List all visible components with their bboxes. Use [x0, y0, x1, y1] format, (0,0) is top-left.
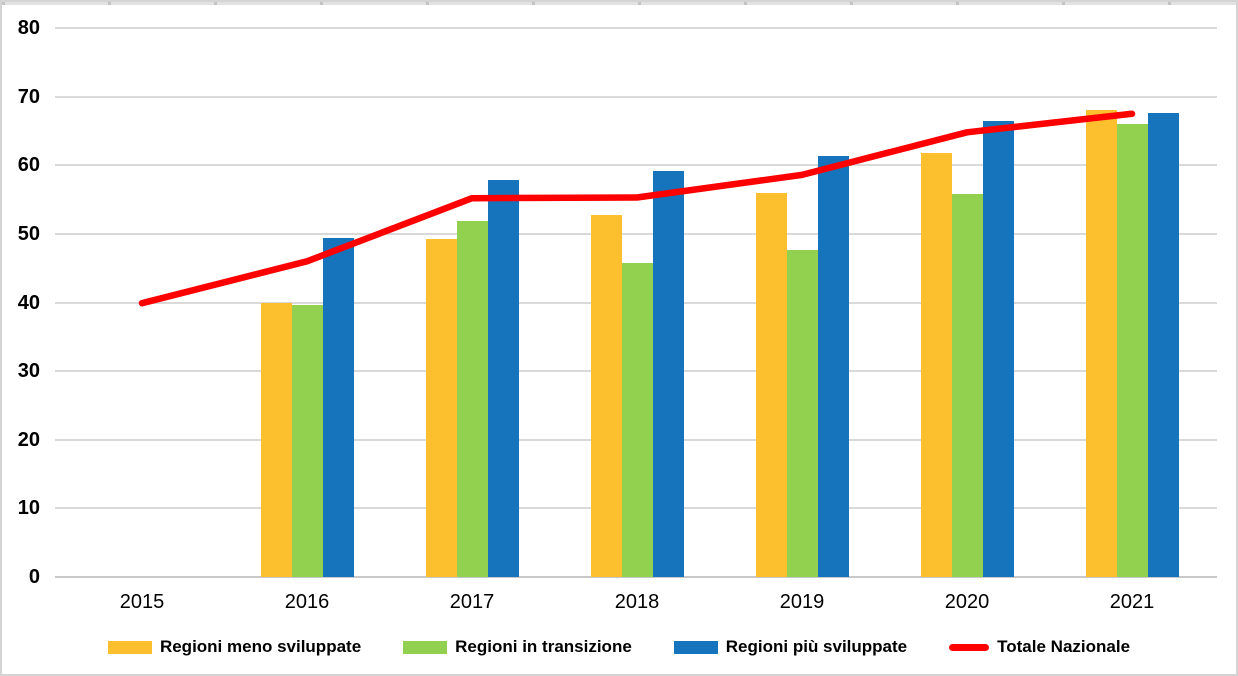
bar-regioni-piu-sviluppate-2017 — [487, 179, 519, 577]
bar-regioni-piu-sviluppate-2019 — [817, 155, 849, 577]
bar-regioni-in-transizione-2018 — [621, 262, 653, 577]
chart-legend: Regioni meno sviluppate Regioni in trans… — [2, 633, 1236, 661]
bar-regioni-piu-sviluppate-2020 — [982, 120, 1014, 577]
bar-regioni-piu-sviluppate-2016 — [322, 237, 354, 577]
legend-item-totale-nazionale: Totale Nazionale — [949, 637, 1130, 657]
y-axis-tick-label: 30 — [17, 360, 40, 383]
x-axis-category-label: 2020 — [944, 591, 990, 613]
legend-swatch-blue — [673, 640, 718, 654]
legend-item-regioni-meno-sviluppate: Regioni meno sviluppate — [107, 637, 362, 657]
y-axis-tick-label: 50 — [17, 222, 40, 245]
bar-regioni-meno-sviluppate-2017 — [425, 238, 457, 577]
x-axis-category-label: 2017 — [449, 591, 495, 613]
x-axis-category-label: 2019 — [779, 591, 825, 613]
y-axis-tick-label: 10 — [17, 497, 40, 520]
legend-item-regioni-in-transizione: Regioni in transizione — [403, 637, 632, 657]
bar-regioni-in-transizione-2021 — [1116, 124, 1148, 577]
bar-regioni-meno-sviluppate-2021 — [1085, 109, 1117, 577]
legend-item-regioni-piu-sviluppate: Regioni più sviluppate — [673, 637, 908, 657]
legend-label-regioni-piu-sviluppate: Regioni più sviluppate — [725, 637, 908, 656]
bar-regioni-in-transizione-2020 — [951, 194, 983, 577]
y-axis-tick-label: 80 — [17, 17, 40, 39]
x-axis-category-label: 2016 — [284, 591, 330, 613]
gridline — [55, 232, 1217, 235]
x-axis-category-label: 2015 — [119, 591, 165, 613]
bar-regioni-piu-sviluppate-2021 — [1147, 113, 1179, 577]
y-axis-tick-label: 40 — [17, 291, 40, 314]
bar-regioni-in-transizione-2017 — [456, 220, 488, 577]
legend-swatch-red-line — [949, 643, 990, 651]
legend-label-totale-nazionale: Totale Nazionale — [997, 637, 1131, 656]
y-axis-tick-label: 0 — [28, 566, 40, 588]
gridline — [55, 95, 1217, 98]
x-axis-line — [55, 576, 1217, 578]
bar-regioni-meno-sviluppate-2016 — [260, 302, 292, 577]
y-axis-tick-label: 70 — [17, 85, 40, 108]
top-edge-cell-ticks — [2, 2, 1236, 5]
gridline — [55, 164, 1217, 167]
legend-label-regioni-meno-sviluppate: Regioni meno sviluppate — [159, 637, 362, 656]
legend-label-regioni-in-transizione: Regioni in transizione — [455, 637, 632, 656]
bar-regioni-in-transizione-2019 — [786, 249, 818, 577]
y-axis-tick-label: 20 — [17, 428, 40, 451]
x-axis-category-label: 2018 — [614, 591, 660, 613]
bar-regioni-meno-sviluppate-2019 — [755, 193, 787, 577]
y-axis-tick-label: 60 — [17, 154, 40, 177]
bar-regioni-in-transizione-2016 — [291, 305, 323, 577]
bar-regioni-piu-sviluppate-2018 — [652, 171, 684, 577]
bar-regioni-meno-sviluppate-2018 — [590, 215, 622, 577]
bar-regioni-meno-sviluppate-2020 — [920, 152, 952, 577]
legend-swatch-green — [403, 640, 448, 654]
legend-swatch-yellow — [107, 640, 152, 654]
gridline — [55, 27, 1217, 29]
x-axis-category-label: 2021 — [1109, 591, 1155, 613]
